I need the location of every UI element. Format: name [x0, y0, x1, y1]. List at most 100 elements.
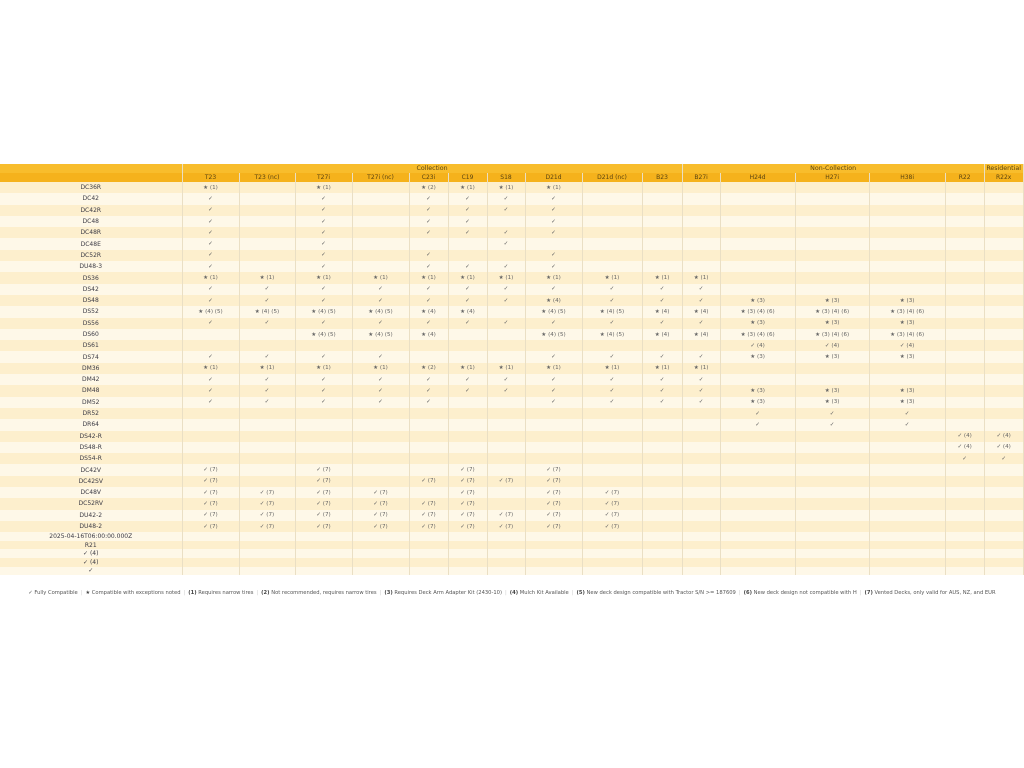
- compatibility-cell: [239, 238, 296, 250]
- table-row: DC42 ✓ ✓ ✓ ✓ ✓ ✓: [0, 193, 1024, 205]
- compatibility-cell: ✓: [582, 317, 643, 329]
- deck-model-label: DS52: [0, 306, 183, 318]
- compatibility-cell: [945, 215, 985, 228]
- compatibility-cell: [448, 453, 488, 465]
- compatibility-cell: ✓: [239, 396, 296, 408]
- compatibility-cell: [720, 487, 796, 499]
- compatibility-cell: ✓: [295, 204, 353, 216]
- compatibility-cell: [295, 430, 353, 442]
- compatibility-cell: [409, 419, 449, 431]
- compatibility-cell: [945, 464, 985, 476]
- compatibility-cell: ✓: [295, 385, 353, 397]
- legend-text: New deck design not compatible with H: [753, 590, 857, 596]
- compatibility-cell: ✓ (7): [487, 475, 526, 488]
- compatibility-cell: [795, 193, 870, 205]
- compatibility-cell: ✓: [409, 396, 449, 408]
- compatibility-cell: ✓: [642, 396, 683, 408]
- compatibility-cell: [582, 464, 643, 476]
- compatibility-cell: ★ (3): [795, 317, 870, 329]
- empty-cell: [448, 549, 488, 558]
- deck-model-label: DC52RV: [0, 498, 183, 510]
- compatibility-cell: ★ (4): [409, 306, 449, 318]
- empty-cell: [682, 566, 721, 576]
- compatibility-cell: ✓: [582, 351, 643, 363]
- empty-cell: [448, 540, 488, 550]
- empty-cell: [448, 557, 488, 567]
- compatibility-cell: [795, 238, 870, 250]
- compatibility-cell: [582, 340, 643, 352]
- compatibility-cell: [869, 261, 946, 273]
- compatibility-cell: [984, 294, 1024, 307]
- empty-cell: [720, 540, 796, 550]
- compatibility-cell: [182, 340, 240, 352]
- compatibility-cell: ✓: [682, 351, 721, 363]
- compatibility-cell: [869, 272, 946, 284]
- legend-text: Not recommended, requires narrow tires: [271, 590, 377, 596]
- compatibility-cell: ★ (4): [682, 306, 721, 318]
- compatibility-cell: [984, 238, 1024, 250]
- compatibility-cell: [720, 182, 796, 194]
- compatibility-cell: [642, 453, 683, 465]
- compatibility-cell: [448, 328, 488, 341]
- empty-cell: [239, 549, 296, 558]
- compatibility-cell: ✓: [295, 351, 353, 363]
- compatibility-cell: [525, 419, 583, 431]
- compatibility-cell: ✓: [487, 238, 526, 250]
- compatibility-cell: ★ (1): [582, 362, 643, 375]
- compatibility-cell: [582, 475, 643, 488]
- empty-cell: [720, 566, 796, 576]
- compatibility-cell: [642, 407, 683, 420]
- compatibility-cell: ★ (1): [448, 182, 488, 194]
- compatibility-cell: [409, 407, 449, 420]
- compatibility-cell: [642, 182, 683, 194]
- compatibility-cell: [984, 261, 1024, 273]
- compatibility-cell: ✓ (7): [182, 520, 240, 533]
- compatibility-cell: ★ (4): [682, 328, 721, 341]
- deck-model-label: DS61: [0, 340, 183, 352]
- compatibility-cell: ✓: [182, 385, 240, 397]
- compatibility-cell: [525, 340, 583, 352]
- empty-cell: [448, 532, 488, 541]
- compatibility-cell: [945, 487, 985, 499]
- compatibility-cell: ✓: [352, 396, 410, 408]
- compatibility-cell: [239, 407, 296, 420]
- compatibility-cell: ★ (4) (5): [239, 306, 296, 318]
- compatibility-cell: ✓: [525, 227, 583, 239]
- compatibility-cell: [239, 182, 296, 194]
- compatibility-cell: [582, 227, 643, 239]
- compatibility-cell: [945, 193, 985, 205]
- compatibility-cell: ★ (1): [682, 362, 721, 375]
- compatibility-cell: [448, 430, 488, 442]
- empty-cell: [409, 549, 449, 558]
- table-body: DC36R ★ (1) ★ (1) ★ (2) ★ (1) ★ (1) ★ (1) DC42 ✓…: [0, 182, 1024, 576]
- table-row: DS36 ★ (1) ★ (1) ★ (1) ★ (1) ★ (1) ★ (1) ★ (1) ★…: [0, 272, 1024, 284]
- table-row: DS61 ✓ (4) ✓ (4) ✓ (4): [0, 340, 1024, 352]
- legend-separator: |: [859, 590, 862, 596]
- compatibility-cell: ★ (3): [795, 294, 870, 307]
- compatibility-cell: ★ (4) (5): [295, 306, 353, 318]
- deck-model-label: DM48: [0, 385, 183, 397]
- compatibility-cell: ✓ (7): [525, 509, 583, 521]
- table-row: DC42R ✓ ✓ ✓ ✓ ✓ ✓: [0, 204, 1024, 216]
- table-row: DC48 ✓ ✓ ✓ ✓ ✓: [0, 215, 1024, 228]
- compatibility-cell: ✓ (7): [239, 509, 296, 521]
- compatibility-cell: ✓: [642, 351, 683, 363]
- compatibility-cell: ✓: [182, 374, 240, 386]
- compatibility-cell: [642, 520, 683, 533]
- compatibility-cell: [984, 407, 1024, 420]
- compatibility-cell: [352, 193, 410, 205]
- table-row: DM42 ✓ ✓ ✓ ✓ ✓ ✓ ✓ ✓ ✓ ✓ ✓: [0, 374, 1024, 386]
- compatibility-cell: ✓ (4): [869, 340, 946, 352]
- compatibility-cell: [682, 215, 721, 228]
- compatibility-cell: [869, 283, 946, 295]
- compatibility-cell: [869, 249, 946, 262]
- compatibility-cell: ✓: [525, 283, 583, 295]
- compatibility-cell: ✓: [352, 317, 410, 329]
- empty-cell: [795, 540, 870, 550]
- compatibility-cell: [795, 182, 870, 194]
- compatibility-cell: [487, 328, 526, 341]
- compatibility-cell: ✓ (7): [448, 464, 488, 476]
- compatibility-cell: [642, 498, 683, 510]
- compatibility-cell: ★ (4) (5): [182, 306, 240, 318]
- empty-cell: [409, 557, 449, 567]
